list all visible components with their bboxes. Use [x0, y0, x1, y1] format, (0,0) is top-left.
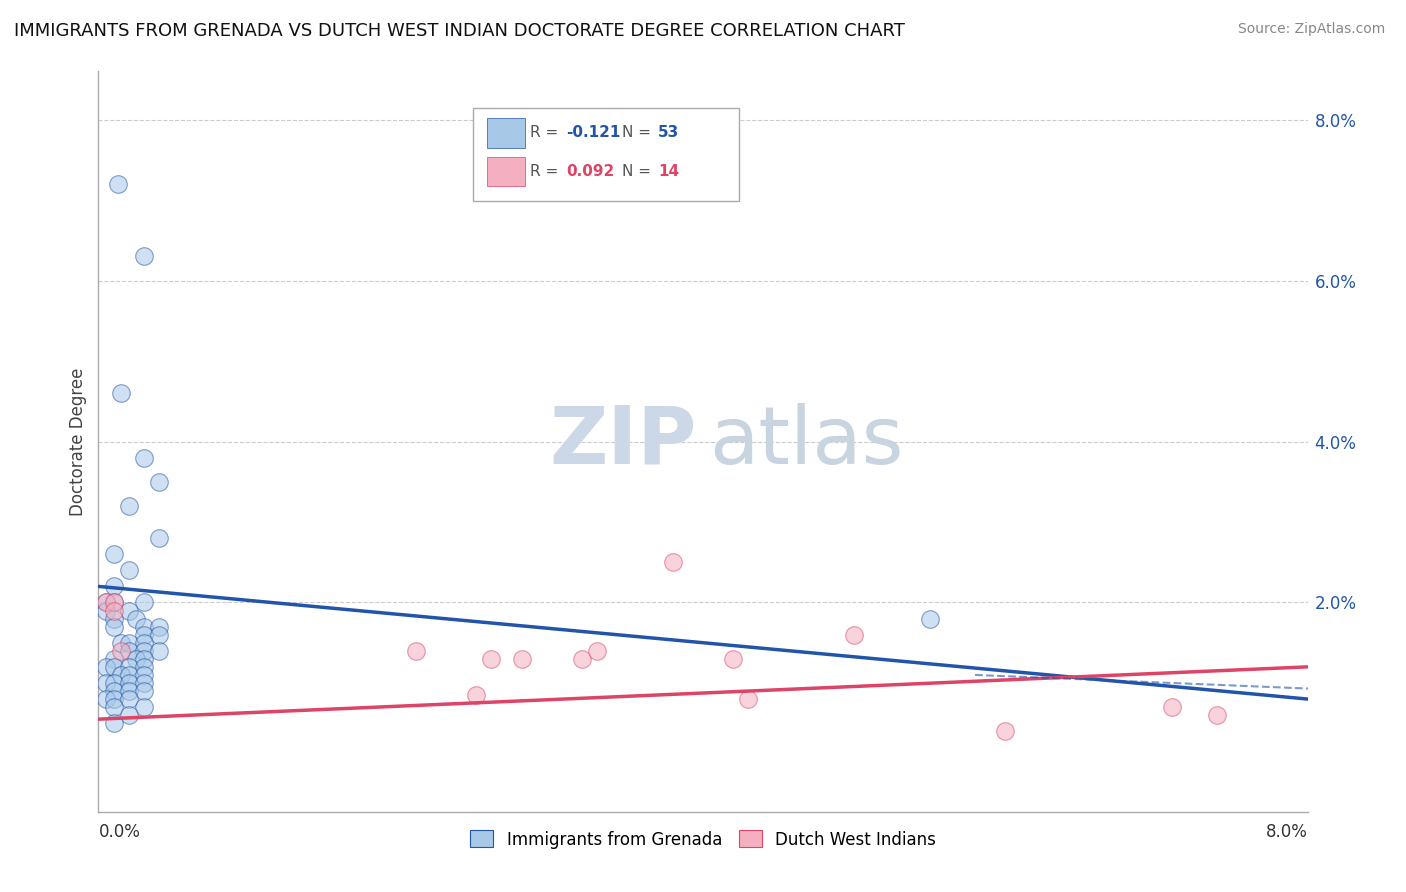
Point	[103, 619, 125, 633]
Point	[125, 652, 148, 666]
Point	[118, 708, 141, 723]
Point	[103, 595, 125, 609]
Point	[118, 644, 141, 658]
Point	[132, 636, 155, 650]
Point	[132, 676, 155, 690]
Point	[571, 652, 593, 666]
Point	[118, 676, 141, 690]
Text: 14: 14	[658, 164, 679, 178]
Text: Source: ZipAtlas.com: Source: ZipAtlas.com	[1237, 22, 1385, 37]
Text: 53: 53	[658, 125, 679, 140]
Point	[118, 660, 141, 674]
Point	[103, 547, 125, 561]
Text: 0.0%: 0.0%	[98, 822, 141, 841]
Point	[110, 386, 132, 401]
Point	[107, 177, 129, 191]
Point	[723, 652, 745, 666]
Point	[132, 595, 155, 609]
Point	[110, 644, 132, 658]
Point	[465, 688, 488, 702]
Point	[132, 450, 155, 465]
Point	[844, 628, 866, 642]
Point	[148, 628, 170, 642]
Point	[481, 652, 503, 666]
Point	[103, 579, 125, 593]
Point	[132, 250, 155, 264]
Point	[103, 692, 125, 706]
Point	[103, 660, 125, 674]
Point	[661, 555, 683, 569]
Point	[737, 692, 759, 706]
Text: 0.092: 0.092	[567, 164, 614, 178]
Point	[132, 668, 155, 682]
Point	[132, 700, 155, 714]
Point	[118, 603, 141, 617]
Point	[118, 499, 141, 513]
Point	[103, 652, 125, 666]
Text: atlas: atlas	[709, 402, 904, 481]
Point	[103, 700, 125, 714]
Legend: Immigrants from Grenada, Dutch West Indians: Immigrants from Grenada, Dutch West Indi…	[463, 823, 943, 855]
Point	[94, 676, 117, 690]
Text: R =: R =	[530, 164, 564, 178]
Point	[118, 692, 141, 706]
Point	[148, 644, 170, 658]
Point	[1206, 708, 1229, 723]
Point	[103, 611, 125, 625]
Point	[918, 611, 941, 625]
Point	[132, 652, 155, 666]
Text: 8.0%: 8.0%	[1265, 822, 1308, 841]
Point	[148, 619, 170, 633]
Text: N =: N =	[621, 164, 655, 178]
Point	[94, 660, 117, 674]
Point	[994, 724, 1017, 739]
FancyBboxPatch shape	[474, 109, 740, 201]
FancyBboxPatch shape	[486, 156, 526, 186]
Point	[132, 619, 155, 633]
Point	[118, 668, 141, 682]
Y-axis label: Doctorate Degree: Doctorate Degree	[69, 368, 87, 516]
Text: IMMIGRANTS FROM GRENADA VS DUTCH WEST INDIAN DOCTORATE DEGREE CORRELATION CHART: IMMIGRANTS FROM GRENADA VS DUTCH WEST IN…	[14, 22, 905, 40]
Text: N =: N =	[621, 125, 655, 140]
Point	[510, 652, 533, 666]
Point	[1160, 700, 1182, 714]
Point	[103, 676, 125, 690]
Point	[94, 692, 117, 706]
Point	[132, 628, 155, 642]
Text: -0.121: -0.121	[567, 125, 620, 140]
Point	[94, 595, 117, 609]
Point	[125, 611, 148, 625]
Point	[132, 684, 155, 698]
Point	[103, 716, 125, 731]
Point	[103, 595, 125, 609]
Point	[118, 684, 141, 698]
Point	[132, 644, 155, 658]
Point	[148, 531, 170, 545]
FancyBboxPatch shape	[486, 118, 526, 147]
Text: R =: R =	[530, 125, 564, 140]
Point	[132, 660, 155, 674]
Point	[94, 595, 117, 609]
Text: ZIP: ZIP	[550, 402, 697, 481]
Point	[148, 475, 170, 489]
Point	[110, 636, 132, 650]
Point	[103, 603, 125, 617]
Point	[110, 668, 132, 682]
Point	[118, 636, 141, 650]
Point	[103, 684, 125, 698]
Point	[405, 644, 427, 658]
Point	[118, 563, 141, 577]
Point	[586, 644, 609, 658]
Point	[94, 603, 117, 617]
